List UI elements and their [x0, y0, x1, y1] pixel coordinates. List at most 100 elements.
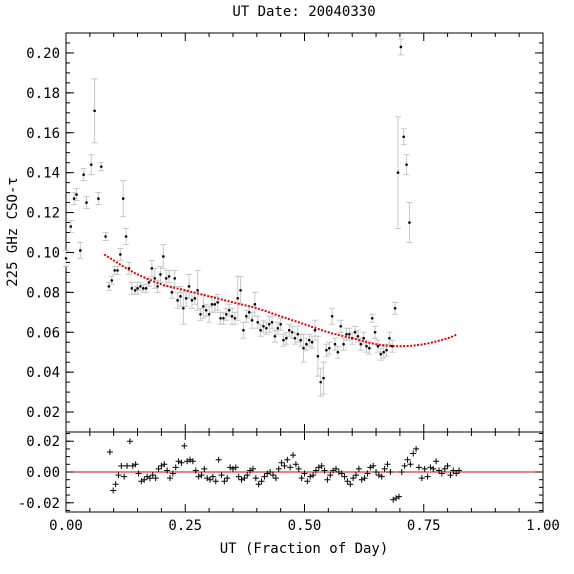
x-axis-label: UT (Fraction of Day)	[220, 541, 389, 557]
data-point	[293, 336, 297, 340]
data-point	[82, 173, 85, 176]
residual-point	[350, 475, 357, 482]
residual-point	[249, 465, 256, 472]
residual-y-ticks: -0.02 0.00 0.02	[18, 433, 543, 512]
residual-point	[161, 461, 168, 468]
data-point	[333, 342, 337, 346]
residual-point	[252, 475, 259, 482]
residual-point	[330, 467, 337, 474]
residual-point	[272, 475, 279, 482]
data-point	[396, 171, 400, 174]
residual-point	[115, 472, 122, 479]
residual-point	[258, 478, 265, 485]
residual-point	[301, 470, 308, 477]
data-point	[319, 380, 323, 384]
residual-point	[393, 495, 400, 502]
data-point	[279, 322, 282, 326]
data-point	[302, 346, 305, 350]
y-tick-label: 0.06	[26, 325, 60, 341]
residual-point	[215, 456, 222, 463]
residual-point	[453, 470, 460, 477]
data-point	[75, 193, 78, 196]
data-point	[216, 301, 219, 304]
data-point	[93, 109, 96, 113]
residual-point	[132, 461, 139, 468]
residual-point	[118, 462, 125, 469]
data-point	[69, 225, 73, 228]
data-point	[230, 314, 234, 318]
residual-point	[121, 473, 128, 480]
data-point	[393, 307, 397, 310]
residual-point	[155, 465, 162, 472]
data-point	[204, 309, 208, 312]
residual-point	[436, 467, 443, 474]
data-point	[296, 332, 300, 336]
data-point	[368, 346, 371, 350]
residual-point	[175, 458, 182, 465]
residual-point	[447, 472, 454, 479]
x-tick-label: 0.25	[168, 518, 202, 534]
data-point	[72, 197, 76, 200]
residual-point	[344, 478, 351, 485]
data-point	[328, 346, 331, 350]
data-point	[382, 350, 385, 354]
data-point	[259, 328, 262, 332]
residual-point	[381, 465, 388, 472]
data-point	[356, 334, 360, 338]
data-point	[150, 267, 154, 270]
residual-point	[209, 473, 216, 480]
data-point	[202, 305, 205, 308]
residual-point	[341, 473, 348, 480]
residual-point	[187, 456, 194, 463]
y-tick-label: 0.02	[26, 405, 60, 421]
residual-point	[335, 469, 342, 475]
fit-curve-line	[103, 253, 458, 348]
residual-point	[287, 464, 294, 471]
residual-point	[204, 475, 211, 482]
residual-point	[355, 465, 362, 472]
data-point	[85, 201, 88, 204]
residual-point	[126, 438, 133, 445]
data-point	[256, 320, 260, 324]
data-point	[310, 340, 314, 344]
data-point	[325, 348, 328, 352]
residual-point	[295, 465, 302, 472]
main-fit-curve	[103, 253, 458, 348]
data-point	[282, 338, 285, 342]
data-point	[104, 235, 107, 238]
residual-point	[244, 472, 251, 479]
residual-point	[255, 481, 262, 488]
residual-point	[398, 469, 405, 475]
data-point	[107, 285, 111, 288]
residual-point	[184, 458, 191, 465]
residual-x-ticks: 0.00 0.25 0.50 0.75 1.00	[49, 432, 560, 534]
y-tick-label: 0.08	[26, 285, 60, 301]
data-point	[222, 316, 225, 320]
data-point	[147, 281, 151, 284]
residual-point	[241, 475, 248, 482]
residual-point	[361, 475, 368, 482]
residual-point	[444, 462, 451, 469]
data-point	[173, 277, 177, 280]
residual-point	[413, 445, 420, 452]
residual-point	[198, 472, 205, 479]
data-point	[176, 299, 179, 302]
residual-point	[166, 475, 173, 482]
residual-point	[129, 462, 136, 469]
data-point	[405, 163, 408, 166]
data-point	[64, 257, 68, 260]
residual-point	[212, 478, 219, 485]
main-y-ticks: 0.02 0.04 0.06 0.08 0.10 0.12 0.14 0.16 0.18 0.20	[26, 32, 543, 433]
data-point	[345, 332, 348, 336]
residual-point	[375, 472, 382, 479]
data-point	[265, 326, 268, 330]
data-point	[119, 253, 122, 256]
residual-point	[281, 462, 288, 469]
residual-point	[235, 473, 242, 480]
data-point	[250, 318, 254, 322]
residual-point	[407, 461, 414, 468]
residual-point	[353, 472, 360, 479]
data-point	[370, 316, 374, 320]
data-point	[242, 328, 245, 332]
residual-point	[110, 487, 117, 494]
